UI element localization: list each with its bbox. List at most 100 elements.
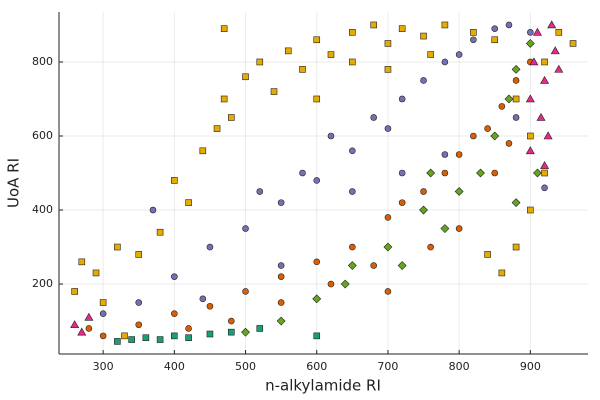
point	[384, 66, 392, 73]
point	[569, 40, 577, 47]
point	[313, 258, 321, 266]
point	[349, 58, 356, 66]
point	[536, 112, 546, 121]
point	[398, 95, 406, 103]
point	[512, 77, 520, 84]
point	[427, 51, 434, 58]
point	[242, 225, 249, 232]
point	[206, 302, 214, 310]
point	[540, 75, 550, 84]
point	[349, 147, 356, 155]
point	[213, 125, 221, 132]
point	[349, 243, 356, 251]
point	[512, 95, 520, 103]
point	[441, 151, 449, 158]
point	[206, 330, 214, 338]
point	[525, 146, 535, 155]
point	[276, 316, 286, 326]
point	[171, 177, 178, 184]
point	[284, 47, 292, 55]
x-axis-label: n-alkylamide RI	[265, 377, 381, 395]
point	[199, 147, 207, 155]
point	[384, 288, 392, 295]
point	[397, 261, 407, 270]
point	[398, 169, 406, 177]
point	[241, 327, 250, 337]
point	[156, 336, 164, 343]
point	[227, 328, 235, 336]
y-tick-label: 200	[32, 277, 53, 290]
point	[299, 66, 306, 73]
point	[511, 198, 521, 208]
point	[541, 184, 548, 192]
point	[171, 310, 178, 317]
point	[470, 29, 477, 36]
point	[529, 57, 539, 66]
point	[398, 199, 406, 206]
point	[554, 64, 564, 73]
point	[441, 58, 449, 66]
point	[135, 321, 143, 329]
point	[427, 243, 434, 251]
point	[532, 27, 542, 36]
point	[270, 88, 278, 95]
point	[420, 32, 427, 40]
point	[420, 188, 427, 195]
point	[277, 199, 285, 206]
point	[277, 299, 285, 306]
point	[70, 320, 80, 329]
point	[227, 317, 235, 325]
point	[349, 29, 356, 36]
point	[490, 131, 500, 141]
point	[149, 206, 157, 214]
point	[470, 36, 477, 44]
point	[525, 94, 535, 103]
point	[199, 295, 207, 303]
point	[277, 262, 285, 269]
point	[327, 280, 335, 288]
x-tick-label: 700	[377, 360, 398, 373]
point	[491, 36, 499, 44]
point	[227, 114, 235, 121]
point	[541, 58, 548, 66]
point	[99, 299, 107, 306]
point	[77, 327, 87, 336]
point	[99, 310, 107, 317]
point	[498, 269, 506, 277]
point	[220, 95, 228, 103]
point	[498, 103, 506, 110]
point	[220, 25, 228, 32]
y-tick-label: 600	[32, 129, 53, 142]
point	[256, 325, 264, 332]
point	[313, 332, 321, 340]
point	[78, 258, 86, 266]
point	[206, 243, 214, 251]
x-tick-label: 300	[93, 360, 114, 373]
point	[455, 225, 463, 232]
point	[527, 132, 534, 140]
point	[455, 51, 463, 58]
point	[476, 168, 485, 178]
point	[299, 169, 306, 177]
point	[171, 273, 178, 280]
point	[454, 187, 464, 196]
point	[327, 51, 335, 58]
point	[384, 40, 392, 47]
point	[242, 73, 249, 81]
point	[71, 288, 78, 295]
point	[398, 25, 406, 32]
point	[185, 334, 192, 342]
point	[349, 188, 356, 195]
y-tick-label: 800	[32, 55, 53, 68]
point	[543, 131, 553, 140]
point	[383, 242, 393, 252]
y-tick-label: 400	[32, 203, 53, 216]
point	[256, 58, 264, 66]
point	[505, 140, 513, 147]
point	[555, 29, 563, 36]
point	[533, 168, 542, 178]
point	[185, 325, 192, 332]
point	[491, 169, 499, 177]
point	[527, 206, 534, 214]
